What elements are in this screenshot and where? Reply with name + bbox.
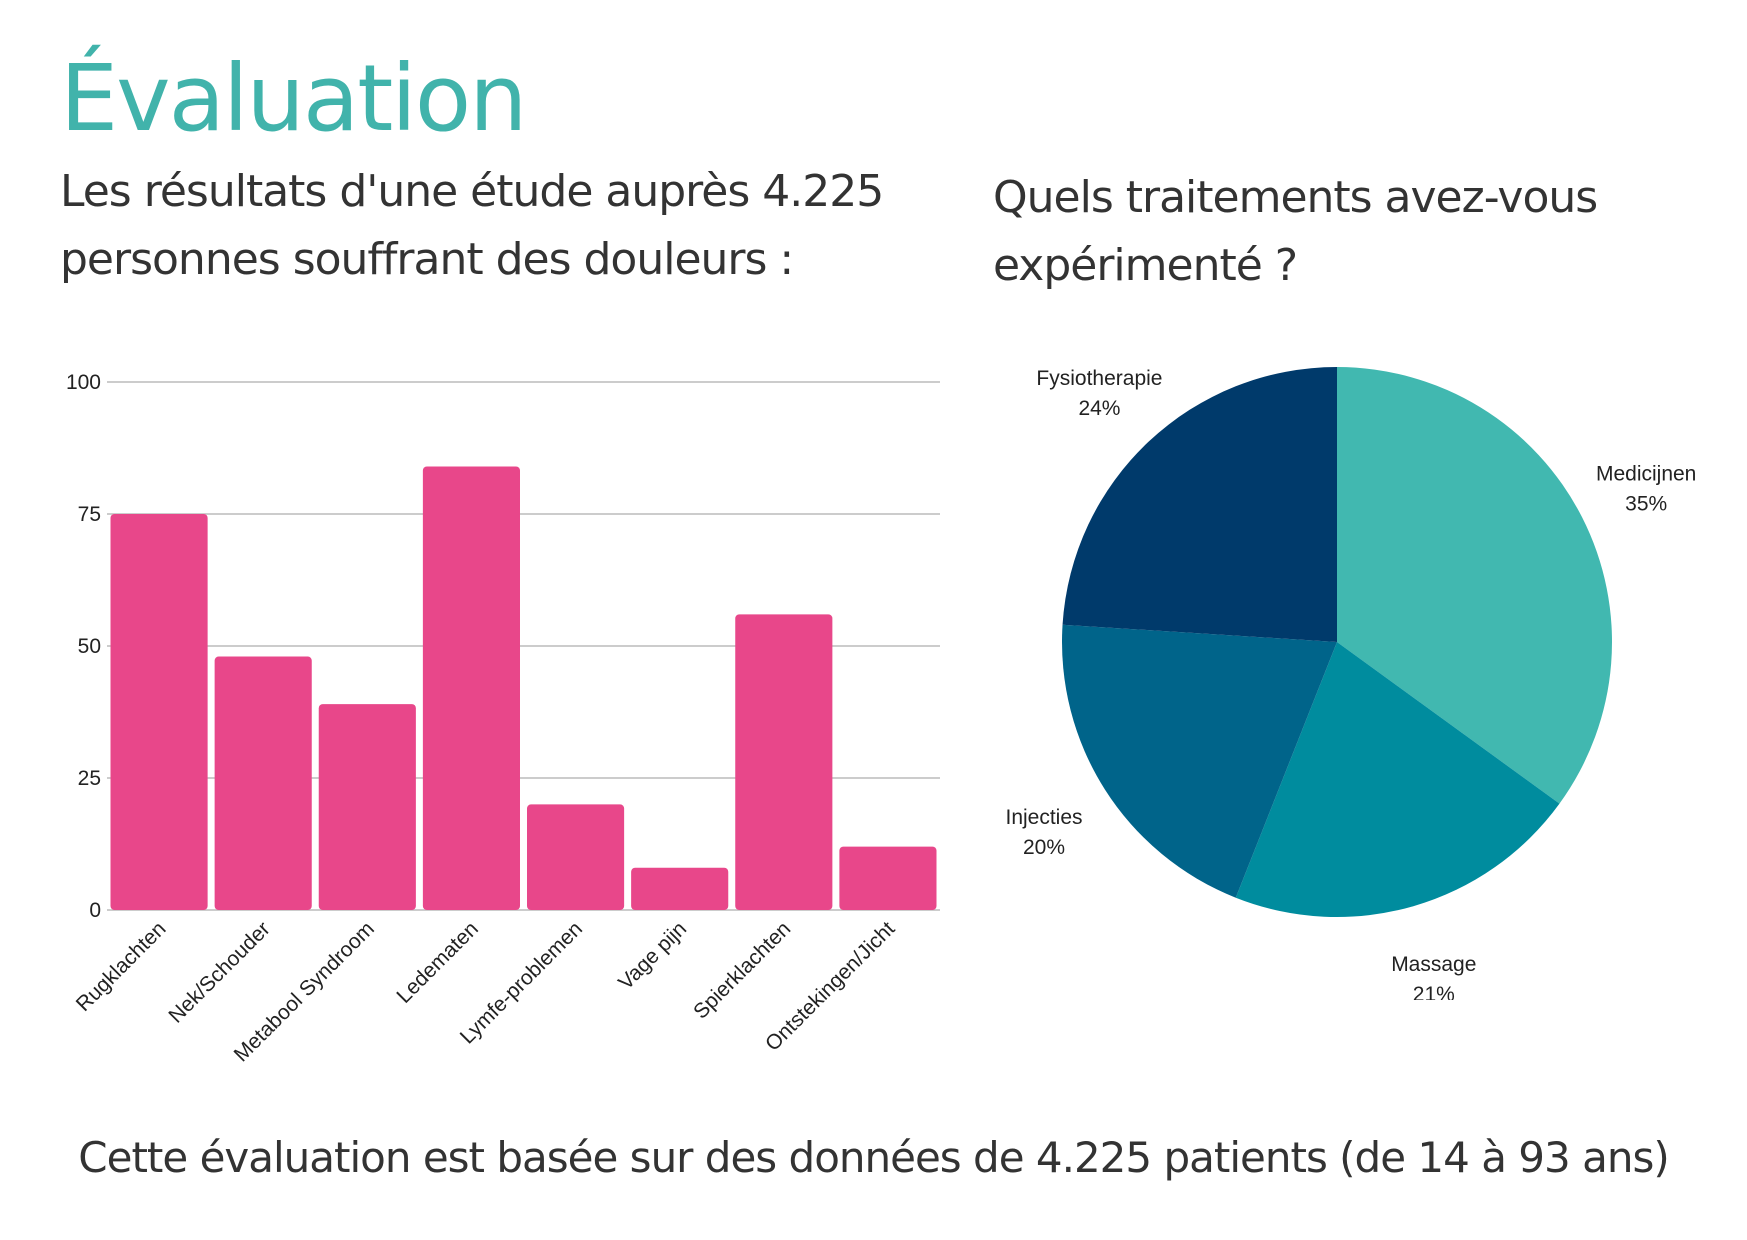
x-tick-label: Nek/Schouder: [164, 917, 274, 1027]
pie-slice-label: Fysiotherapie: [1036, 367, 1162, 390]
pie-chart-subtitle: Quels traitements avez-vous expérimenté …: [993, 172, 1598, 291]
bar: [839, 846, 937, 910]
y-tick-label: 100: [66, 371, 101, 394]
bar: [735, 614, 833, 910]
footer-note: Cette évaluation est basée sur des donné…: [78, 1133, 1669, 1182]
pie-slice-label: Medicijnen: [1596, 462, 1696, 485]
x-tick-label: Ledematen: [392, 917, 483, 1008]
bar-chart: 0 25 50 75 100 RugklachtenNek/SchouderMetabo…: [66, 371, 940, 1066]
pie-slice: [1062, 624, 1337, 898]
bar-chart-y-ticks: 0 25 50 75 100: [66, 371, 101, 922]
page-title: Évaluation: [60, 45, 527, 152]
bar: [631, 867, 729, 910]
bar: [422, 466, 520, 910]
pie-slice: [1235, 642, 1560, 918]
y-tick-label: 25: [78, 767, 101, 790]
pie-slice-percent: 20%: [1023, 836, 1065, 859]
bar: [110, 514, 208, 910]
pie-chart: Medicijnen 35% Massage 21% Injecties 20% Fysio…: [1005, 367, 1696, 1000]
pie-chart-labels: Medicijnen 35% Massage 21% Injecties 20% Fysio…: [1005, 367, 1696, 1000]
pie-slice-percent: 24%: [1078, 397, 1120, 420]
pie-slice-percent: 35%: [1625, 492, 1667, 515]
pie-slice-percent: 21%: [1413, 983, 1455, 1000]
x-tick-label: Rugklachten: [72, 917, 171, 1016]
y-tick-label: 50: [78, 635, 101, 658]
pie-slice: [1062, 367, 1337, 642]
bar: [527, 804, 625, 910]
x-tick-label: Spierklachten: [689, 917, 795, 1023]
bar: [318, 704, 416, 910]
bar-chart-subtitle: Les résultats d'une étude auprès 4.225 p…: [60, 166, 884, 285]
pie-slice: [1337, 367, 1612, 804]
bar: [214, 656, 312, 910]
pie-slice-label: Injecties: [1005, 806, 1082, 829]
x-tick-label: Vage pijn: [614, 917, 691, 994]
pie-chart-slices: [1062, 367, 1612, 918]
y-tick-label: 0: [89, 899, 101, 922]
y-tick-label: 75: [78, 503, 101, 526]
pie-slice-label: Massage: [1391, 953, 1476, 976]
bar-chart-bars: [110, 466, 937, 910]
